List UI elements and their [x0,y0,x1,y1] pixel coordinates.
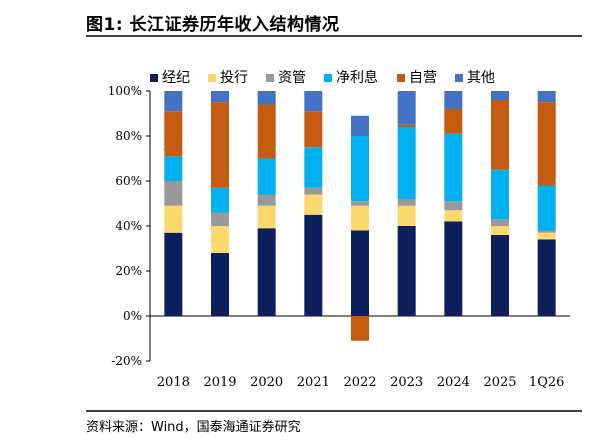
legend-swatch-6 [455,74,463,82]
bar-2023-series-2 [397,205,416,226]
bar-2019-series-6 [211,91,229,103]
y-tick-label-2: 0% [123,309,142,323]
bar-2021-series-5 [304,111,323,148]
bar-2024-series-1 [444,221,463,316]
bar-2021-series-6 [304,91,323,112]
x-tick-label-6: 2023 [390,375,423,390]
x-tick-label-2: 2019 [203,375,236,390]
bar-2022-series-2 [351,205,369,231]
bar-2018-series-5 [164,111,183,157]
legend-swatch-1 [150,74,158,82]
bar-2023-series-6 [397,91,416,125]
legend-label-6: 其他 [467,70,495,86]
bar-2024-series-3 [444,201,463,211]
bar-2021-series-4 [304,147,323,188]
y-tick-label-6: 80% [115,129,142,143]
legend-label-2: 投行 [220,70,248,86]
bar-2018-series-3 [164,181,183,206]
bar-1Q26-series-2 [537,232,556,240]
legend-label-1: 经纪 [162,70,190,86]
bar-2021-series-1 [304,214,323,316]
legend-label-4: 净利息 [336,69,378,86]
legend-swatch-2 [208,74,216,82]
bar-2020-series-5 [257,104,276,159]
bar-2022-series-3 [351,201,369,206]
bar-2022-series-4 [351,136,369,202]
y-tick-label-5: 60% [115,174,142,188]
x-tick-label-3: 2020 [250,375,283,390]
bar-2022-series-5 [351,316,369,341]
figure-title: 图1: 长江证券历年收入结构情况 [86,15,340,35]
y-tick-label-7: 100% [108,84,142,98]
bar-2018-series-1 [164,232,183,316]
legend-swatch-3 [266,74,274,82]
bar-2022-series-6 [351,115,369,136]
x-tick-label-5: 2022 [343,375,376,390]
bar-2025-series-1 [491,235,509,316]
y-tick-label-1: -20% [111,354,142,368]
legend-label-5: 自营 [409,70,437,86]
bar-2023-series-3 [397,199,416,206]
bar-1Q26-series-4 [537,185,556,231]
legend-swatch-5 [397,74,405,82]
bar-2021-series-3 [304,187,323,195]
bar-2023-series-1 [397,226,416,316]
bar-2024-series-6 [444,91,463,109]
legend-label-3: 资管 [278,70,306,86]
bar-2018-series-2 [164,205,183,233]
bar-2025-series-5 [491,100,509,170]
bar-2019-series-4 [211,187,229,213]
bar-2018-series-6 [164,91,183,112]
bar-2020-series-1 [257,228,276,316]
bar-2023-series-4 [397,127,416,199]
x-tick-label-9: 1Q26 [529,375,564,390]
bar-2018-series-4 [164,156,183,181]
x-tick-label-8: 2025 [483,375,516,390]
bar-2019-series-3 [211,212,229,226]
x-tick-label-4: 2021 [297,375,330,390]
bar-2021-series-2 [304,194,323,215]
bar-2019-series-5 [211,102,229,188]
bar-2024-series-2 [444,210,463,222]
bar-2025-series-6 [491,91,509,100]
source-note: 资料来源：Wind，国泰海通证券研究 [86,420,301,435]
bar-1Q26-series-1 [537,239,556,316]
bar-2025-series-2 [491,226,509,235]
bar-2019-series-2 [211,226,229,253]
y-tick-label-4: 40% [115,219,142,233]
bar-2020-series-2 [257,205,276,229]
bar-2025-series-3 [491,219,509,226]
bar-2023-series-5 [397,124,416,127]
bar-2019-series-1 [211,253,229,316]
bar-1Q26-series-3 [537,230,556,233]
bar-2024-series-5 [444,109,463,134]
bar-2020-series-3 [257,194,276,206]
y-tick-label-3: 20% [115,264,142,278]
legend-swatch-4 [324,74,332,82]
x-tick-label-1: 2018 [157,375,190,390]
bar-2024-series-4 [444,133,463,202]
bar-2022-series-1 [351,230,369,316]
bar-1Q26-series-5 [537,102,556,186]
bar-1Q26-series-6 [537,91,556,103]
bar-2020-series-4 [257,158,276,195]
bar-2020-series-6 [257,91,276,105]
x-tick-label-7: 2024 [437,375,470,390]
stacked-bar-chart: 经纪 投行 资管 净利息 自营 其他 -20% 0% 20% 40% 60% 80% 100% 2018 2… [86,35,582,412]
bar-2025-series-4 [491,169,509,220]
